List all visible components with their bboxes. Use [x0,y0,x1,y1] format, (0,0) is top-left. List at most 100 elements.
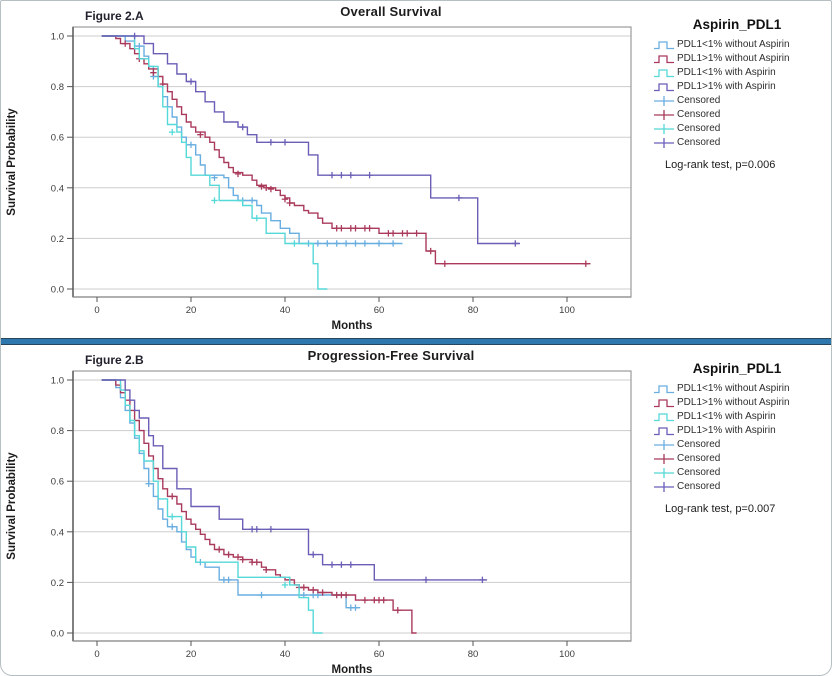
x-tick-label: 40 [280,649,291,660]
x-tick-label: 100 [559,649,575,660]
legend-step-line-icon [654,54,674,63]
y-tick-label: 1.0 [51,32,64,43]
legend-step-line-icon [654,426,674,435]
legend-item-label: PDL1>1% without Aspirin [677,397,790,408]
legend-item-label: Censored [677,467,721,478]
legend-item-label: PDL1<1% without Aspirin [677,39,790,50]
legend-censored-plus-icon [654,467,674,478]
legend-step-line-icon [654,68,674,77]
legend-censored-plus-icon [654,481,674,492]
legend-item: Censored [653,452,831,465]
y-tick-label: 0.6 [51,477,64,488]
y-tick-label: 1.0 [51,376,64,387]
x-tick-label: 0 [94,305,99,316]
x-axis-title: Months [332,664,373,676]
y-axis-title: Survival Probability [6,108,18,216]
legend-item-label: PDL1<1% with Aspirin [677,67,776,78]
legend-censored-plus-icon [654,439,674,450]
plot-frame [72,26,632,298]
legend-censored-plus-icon [654,95,674,106]
legend-item-label: PDL1>1% with Aspirin [677,425,776,436]
legend-censored-plus-icon [654,109,674,120]
legend-item-label: PDL1<1% with Aspirin [677,411,776,422]
x-tick-label: 40 [280,305,291,316]
progression-free-survival-panel: Figure 2.B Progression-Free Survival 1.0… [1,345,831,676]
chart-title-overall-survival: Overall Survival [340,4,442,19]
km-plot-overall-survival: 1.0 0.8 0.6 0.4 0.2 0.0 0 20 40 60 80 100 Months Surv… [6,26,632,332]
figure-label-a: Figure 2.A [85,9,144,23]
km-curve [101,379,323,634]
x-tick-label: 100 [559,305,575,316]
legend-censored-plus-icon [654,137,674,148]
legend-item-label: Censored [677,95,721,106]
y-tick-label: 0.6 [51,133,64,144]
x-tick-label: 60 [374,649,385,660]
figure-label-b: Figure 2.B [85,353,144,367]
y-tick-label: 0.8 [51,426,64,437]
y-tick-label: 0.0 [51,629,64,640]
legend-title: Aspirin_PDL1 [692,17,782,32]
logrank-text-b: Log-rank test, p=0.007 [665,503,776,515]
x-tick-label: 80 [468,305,479,316]
legend-item: Censored [653,466,831,479]
legend-item-label: Censored [677,109,721,120]
pfs-chart-area: Figure 2.B Progression-Free Survival 1.0… [1,345,649,676]
x-axis-title: Months [332,320,373,332]
legend-item: Censored [653,438,831,451]
legend-items: PDL1<1% without Aspirin PDL1>1% without A… [653,382,831,493]
legend-item: PDL1<1% with Aspirin [653,410,831,423]
legend-item-label: Censored [677,137,721,148]
km-curve [101,379,361,609]
legend-step-line-icon [654,40,674,49]
y-tick-label: 0.4 [51,183,64,194]
y-tick-label: 0.2 [51,578,64,589]
km-curve [101,379,488,581]
legend-item: Censored [653,136,831,149]
legend-item: Censored [653,94,831,107]
legend-item: PDL1<1% without Aspirin [653,38,831,51]
legend-step-line-icon [654,384,674,393]
legend-item: PDL1<1% with Aspirin [653,66,831,79]
legend-item: Censored [653,122,831,135]
legend-item: Censored [653,108,831,121]
km-plot-progression-free-survival: 1.0 0.8 0.6 0.4 0.2 0.0 0 20 40 60 80 100 Months Surv… [6,370,632,676]
y-tick-label: 0.2 [51,234,64,245]
legend-step-line-icon [654,82,674,91]
legend-item-label: PDL1>1% without Aspirin [677,53,790,64]
legend-censored-plus-icon [654,123,674,134]
legend-item: PDL1>1% with Aspirin [653,424,831,437]
legend-item: PDL1>1% with Aspirin [653,80,831,93]
x-tick-label: 80 [468,649,479,660]
legend-item: PDL1>1% without Aspirin [653,52,831,65]
legend-item-label: Censored [677,439,721,450]
x-tick-label: 20 [186,649,197,660]
logrank-text-a: Log-rank test, p=0.006 [665,159,776,171]
legend-item-label: Censored [677,453,721,464]
km-curve [101,35,591,265]
x-tick-label: 20 [186,305,197,316]
legend-item-label: PDL1>1% with Aspirin [677,81,776,92]
y-tick-label: 0.0 [51,285,64,296]
legend-item: PDL1<1% without Aspirin [653,382,831,395]
legend-censored-plus-icon [654,453,674,464]
legend-item-label: PDL1<1% without Aspirin [677,383,790,394]
legend-items: PDL1<1% without Aspirin PDL1>1% without A… [653,38,831,149]
legend-progression-free-survival: Aspirin_PDL1 PDL1<1% without Aspirin PDL1… [649,345,831,675]
km-curve [101,35,328,290]
legend-item-label: Censored [677,123,721,134]
legend-overall-survival: Aspirin_PDL1 PDL1<1% without Aspirin PDL1… [649,1,831,338]
y-tick-label: 0.8 [51,82,64,93]
legend-step-line-icon [654,412,674,421]
legend-item-label: Censored [677,481,721,492]
x-tick-label: 60 [374,305,385,316]
legend-item: PDL1>1% without Aspirin [653,396,831,409]
legend-step-line-icon [654,398,674,407]
legend-title: Aspirin_PDL1 [692,361,782,376]
panel-divider [1,338,831,345]
plot-frame [72,370,632,642]
y-tick-label: 0.4 [51,527,64,538]
y-axis-title: Survival Probability [6,452,18,560]
x-tick-label: 0 [94,649,99,660]
chart-title-progression-free-survival: Progression-Free Survival [307,348,475,363]
